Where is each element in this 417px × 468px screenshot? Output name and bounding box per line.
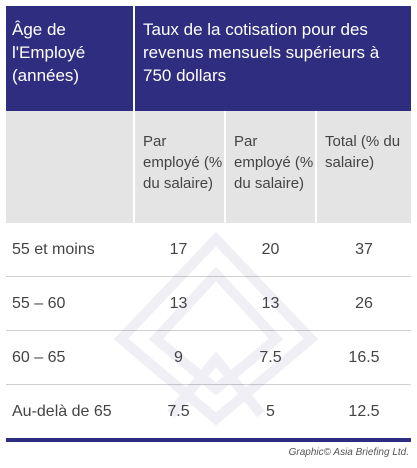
cell-total: 26 — [355, 294, 373, 312]
subheader-empty — [6, 111, 133, 223]
subheader-employee-1: Par employé (% du salaire) — [133, 111, 224, 223]
cell-employee-1: 17 — [169, 240, 188, 258]
table-subheader: Par employé (% du salaire) Par employé (… — [6, 111, 411, 223]
cell-age: 55 – 60 — [12, 294, 66, 312]
table-body: 55 et moins 17 20 37 55 – 60 13 13 26 60… — [6, 223, 411, 438]
table-bottom-rule — [6, 438, 411, 442]
table-row: 55 et moins 17 20 37 — [6, 223, 411, 276]
subheader-total: Total (% du salaire) — [315, 111, 411, 223]
cell-employee-2: 7.5 — [259, 348, 282, 366]
contribution-table: Âge de l'Employé (années) Taux de la cot… — [6, 6, 411, 442]
table-row: 60 – 65 9 7.5 16.5 — [6, 330, 411, 384]
cell-employee-2: 5 — [266, 402, 275, 420]
cell-total: 12.5 — [348, 402, 380, 420]
cell-employee-1: 13 — [169, 294, 188, 312]
cell-age: 55 et moins — [12, 240, 95, 258]
cell-employee-1: 7.5 — [167, 402, 190, 420]
table-row: 55 – 60 13 13 26 — [6, 276, 411, 330]
cell-age: 60 – 65 — [12, 348, 66, 366]
header-rate: Taux de la cotisation pour des revenus m… — [133, 6, 411, 111]
cell-age: Au-delà de 65 — [12, 402, 112, 420]
cell-employee-2: 20 — [261, 240, 280, 258]
header-age: Âge de l'Employé (années) — [12, 20, 86, 85]
cell-employee-1: 9 — [174, 348, 183, 366]
subheader-employee-2: Par employé (% du salaire) — [224, 111, 315, 223]
cell-total: 37 — [355, 240, 373, 258]
cell-total: 16.5 — [348, 348, 380, 366]
graphic-credit: Graphic© Asia Briefing Ltd. — [288, 447, 409, 458]
table-header: Âge de l'Employé (années) Taux de la cot… — [6, 6, 411, 111]
cell-employee-2: 13 — [261, 294, 280, 312]
table-row: Au-delà de 65 7.5 5 12.5 — [6, 384, 411, 438]
